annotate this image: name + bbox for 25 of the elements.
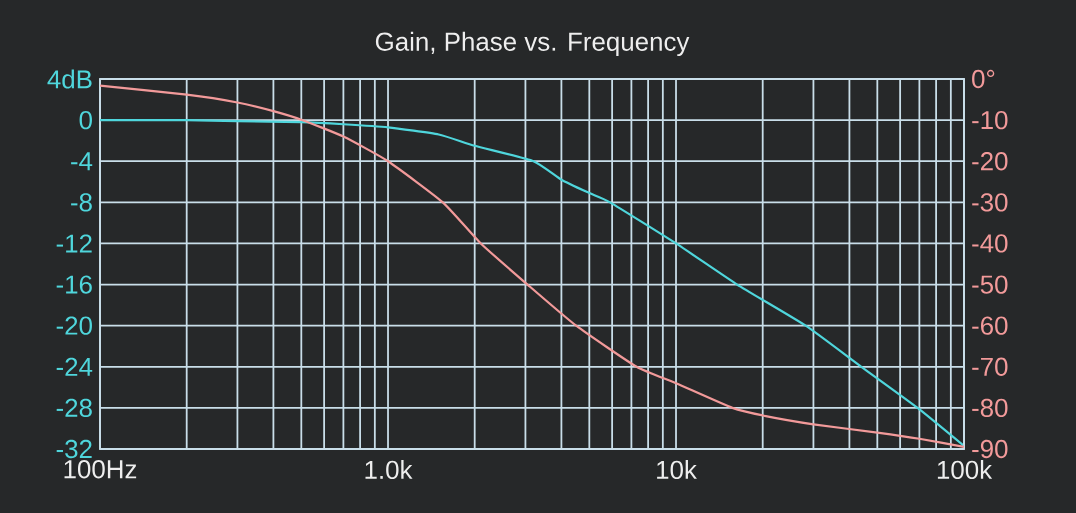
- chart-title: Gain, Phase vs. Frequency: [375, 31, 690, 57]
- y2-tick-label: 0°: [972, 69, 995, 89]
- y-tick-label: -8: [71, 193, 92, 212]
- y-tick-label: 4dB: [47, 69, 92, 89]
- x-tick-label: 100Hz: [64, 460, 137, 479]
- y-tick-label: -16: [56, 275, 92, 294]
- y2-tick-label: -40: [972, 234, 1008, 253]
- x-tick-label: 1.0k: [365, 460, 413, 480]
- y-tick-label: -12: [56, 234, 92, 253]
- y2-tick-label: -50: [972, 275, 1008, 294]
- y2-tick-label: -90: [972, 439, 1008, 459]
- y-tick-label: -4: [71, 152, 93, 171]
- y2-tick-label: -80: [972, 398, 1008, 418]
- y-tick-label: -24: [56, 357, 93, 376]
- y-tick-label: -28: [56, 398, 92, 418]
- y-tick-label: -20: [56, 316, 92, 335]
- y-tick-label: -32: [56, 439, 92, 459]
- y2-tick-label: -30: [972, 193, 1008, 212]
- y2-tick-label: -10: [972, 110, 1008, 130]
- y-tick-label: 0: [79, 110, 92, 130]
- y2-tick-label: -20: [972, 152, 1008, 171]
- x-tick-label: 100k: [937, 460, 993, 480]
- x-tick-label: 10k: [657, 460, 697, 480]
- y2-tick-label: -60: [972, 316, 1008, 335]
- y2-tick-label: -70: [972, 357, 1008, 376]
